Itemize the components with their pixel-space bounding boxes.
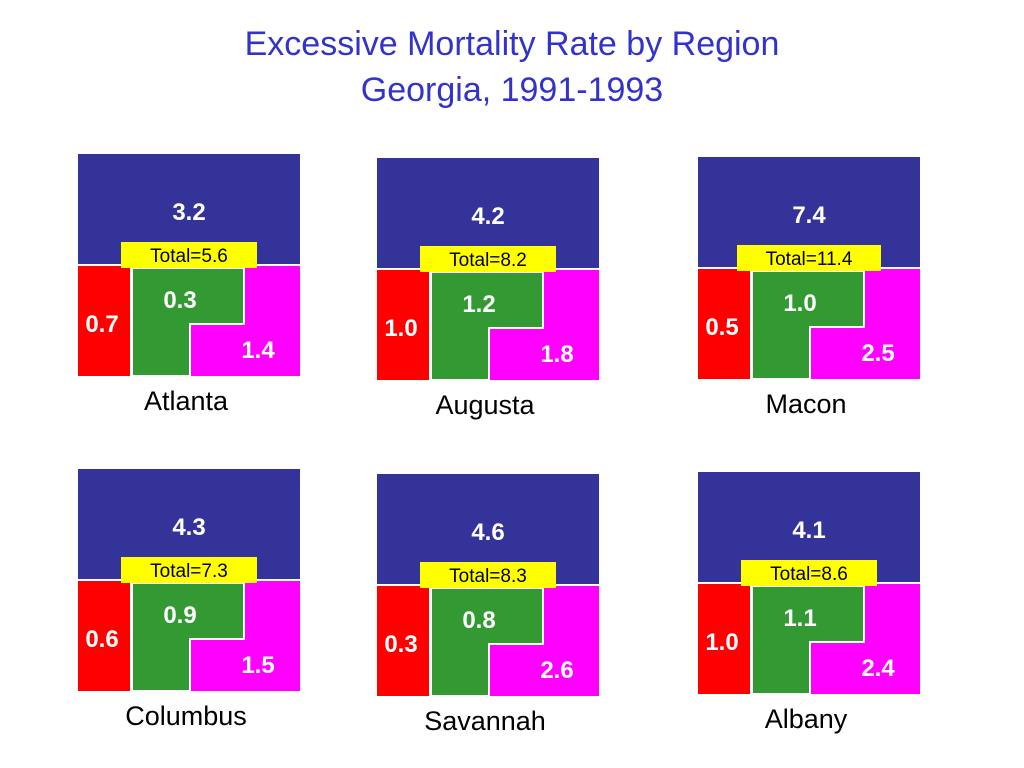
region-name: Columbus (125, 701, 247, 731)
total-label: Total=8.2 (449, 250, 527, 271)
green-value: 1.2 (462, 291, 495, 318)
green-value: 1.1 (783, 605, 816, 632)
total-badge-bg (420, 246, 556, 272)
magenta-value: 2.6 (540, 657, 573, 684)
chart-title: Excessive Mortality Rate by Region (244, 25, 780, 63)
magenta-value: 1.4 (241, 337, 275, 364)
top-value: 7.4 (792, 202, 826, 229)
red-value: 1.0 (384, 315, 417, 342)
magenta-value: 2.5 (861, 340, 894, 367)
top-value: 4.2 (471, 203, 504, 230)
region-panel-macon: 7.4 0.5 1.0 2.5 Total=11.4 Macon (698, 157, 920, 419)
red-value: 0.7 (85, 311, 118, 338)
region-panel-augusta: 4.2 1.0 1.2 1.8 Total=8.2 Augusta (377, 158, 599, 420)
top-value: 3.2 (172, 199, 205, 226)
total-label: Total=7.3 (150, 561, 228, 582)
total-label: Total=8.6 (770, 564, 848, 585)
region-name: Atlanta (144, 386, 229, 416)
red-block (377, 270, 429, 380)
total-badge-bg (737, 245, 881, 271)
region-name: Augusta (435, 390, 535, 420)
top-value: 4.1 (792, 517, 825, 544)
green-value: 0.8 (462, 607, 495, 634)
total-badge-bg (420, 562, 556, 588)
green-value: 0.3 (163, 287, 196, 314)
red-block (78, 266, 130, 376)
total-badge-bg (741, 560, 877, 586)
red-block (78, 581, 130, 691)
red-block (377, 586, 429, 696)
red-block (698, 269, 750, 379)
total-label: Total=11.4 (766, 249, 853, 270)
region-panel-albany: 4.1 1.0 1.1 2.4 Total=8.6 Albany (698, 472, 920, 734)
magenta-value: 1.5 (241, 652, 274, 679)
region-panel-savannah: 4.6 0.3 0.8 2.6 Total=8.3 Savannah (377, 474, 599, 736)
region-panel-columbus: 4.3 0.6 0.9 1.5 Total=7.3 Columbus (78, 469, 300, 731)
magenta-value: 2.4 (861, 655, 895, 682)
magenta-value: 1.8 (540, 341, 573, 368)
red-value: 1.0 (705, 629, 738, 656)
chart-subtitle: Georgia, 1991-1993 (360, 71, 664, 109)
red-block (698, 584, 750, 694)
top-value: 4.6 (471, 519, 504, 546)
top-value: 4.3 (172, 514, 205, 541)
total-badge-bg (121, 242, 257, 268)
red-value: 0.6 (85, 626, 118, 653)
region-name: Albany (765, 704, 848, 734)
total-label: Total=8.3 (449, 566, 527, 587)
total-badge-bg (121, 557, 257, 583)
region-name: Macon (765, 389, 846, 419)
red-value: 0.3 (384, 631, 417, 658)
green-value: 0.9 (163, 602, 196, 629)
region-panel-atlanta: 3.2 0.7 0.3 1.4 Total=5.6 Atlanta (78, 154, 300, 416)
red-value: 0.5 (705, 314, 738, 341)
green-value: 1.0 (783, 290, 816, 317)
region-name: Savannah (424, 706, 546, 736)
total-label: Total=5.6 (150, 246, 228, 267)
